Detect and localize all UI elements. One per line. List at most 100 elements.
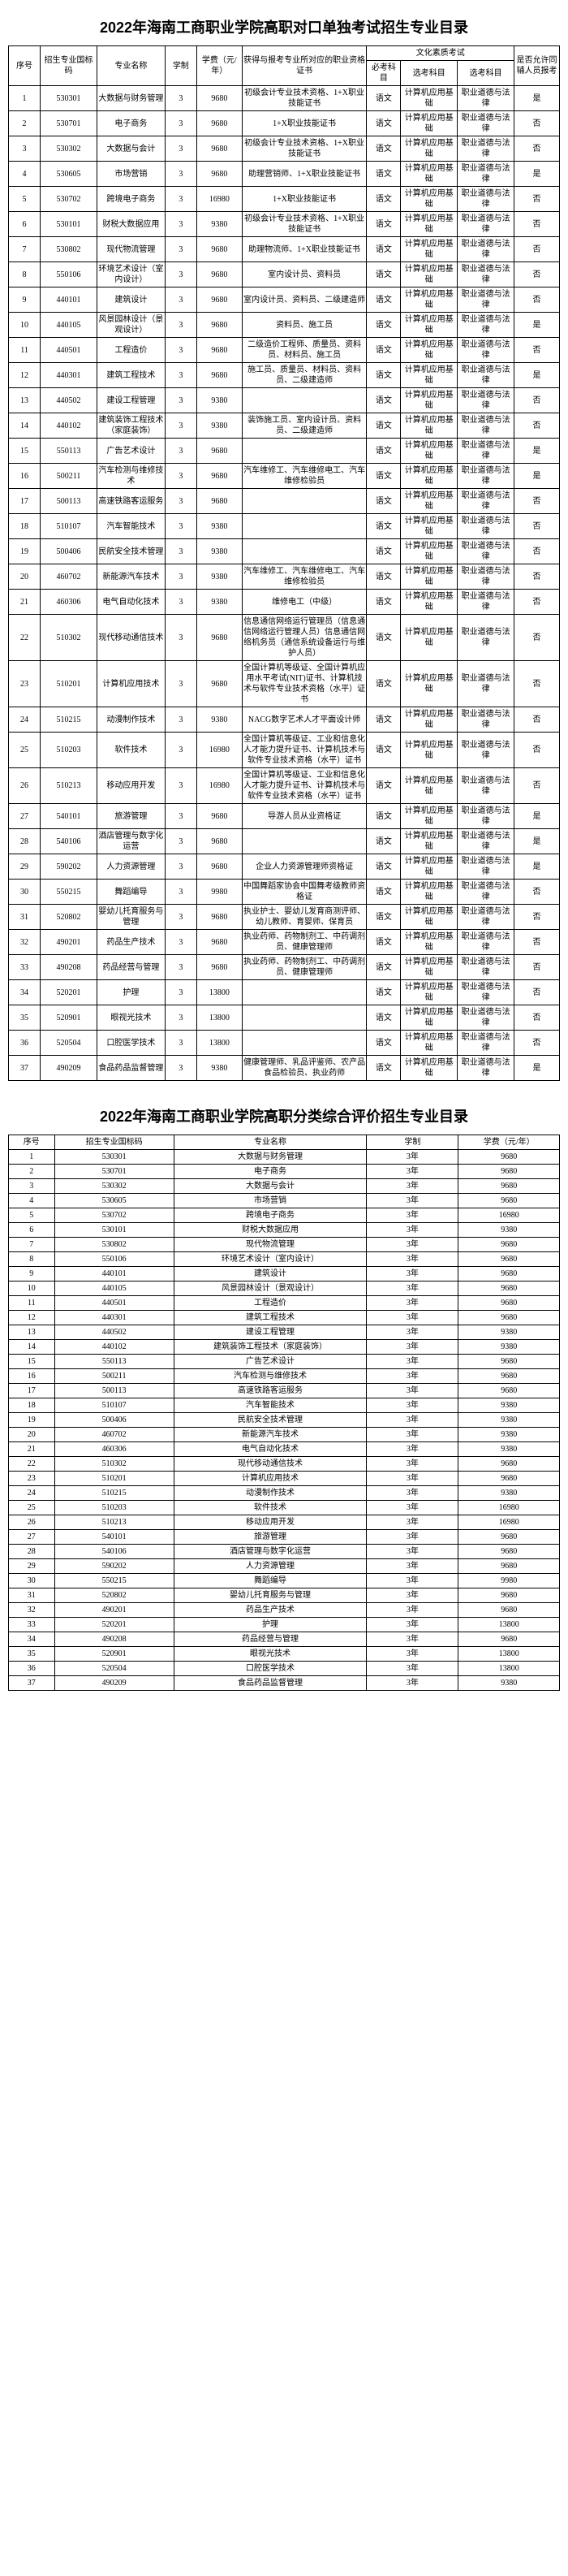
cell-fee: 16980 xyxy=(196,733,242,768)
cell-fee: 9680 xyxy=(196,439,242,464)
cell-dur: 3年 xyxy=(367,1208,458,1223)
cell-code: 530301 xyxy=(54,1150,174,1165)
cell-code: 520901 xyxy=(41,1005,97,1031)
cell-opt1: 计算机应用基础 xyxy=(401,955,458,980)
cell-dur: 3 xyxy=(165,880,196,905)
cell-code: 540101 xyxy=(54,1530,174,1545)
table-row: 5530702跨境电子商务3169801+X职业技能证书语文计算机应用基础职业道… xyxy=(9,187,560,212)
cell-dur: 3 xyxy=(165,905,196,930)
cell-req: 语文 xyxy=(367,136,401,162)
cell-dur: 3 xyxy=(165,661,196,707)
cell-req: 语文 xyxy=(367,212,401,237)
cell-n: 21 xyxy=(9,590,41,615)
cell-code: 530301 xyxy=(41,86,97,111)
cell-cert: 汽车维修工、汽车维修电工、汽车维修检验员 xyxy=(242,564,367,590)
cell-code: 440301 xyxy=(54,1311,174,1325)
cell-opt2: 职业道德与法律 xyxy=(458,615,514,661)
th-culture-group: 文化素质考试 xyxy=(367,46,514,61)
cell-opt2: 职业道德与法律 xyxy=(458,413,514,439)
cell-req: 语文 xyxy=(367,1005,401,1031)
cell-allow: 是 xyxy=(514,162,560,187)
cell-n: 20 xyxy=(9,564,41,590)
cell-dur: 3年 xyxy=(367,1282,458,1296)
table-row: 13440502建设工程管理39380语文计算机应用基础职业道德与法律否 xyxy=(9,388,560,413)
cell-cert xyxy=(242,489,367,514)
cell-opt1: 计算机应用基础 xyxy=(401,187,458,212)
cell-n: 31 xyxy=(9,1588,55,1603)
cell-dur: 3 xyxy=(165,489,196,514)
cell-opt1: 计算机应用基础 xyxy=(401,338,458,363)
cell-opt1: 计算机应用基础 xyxy=(401,880,458,905)
cell-allow: 否 xyxy=(514,1031,560,1056)
cell-req: 语文 xyxy=(367,262,401,287)
cell-fee: 9380 xyxy=(458,1413,560,1428)
th2-duration: 学制 xyxy=(367,1135,458,1150)
cell-cert: 1+X职业技能证书 xyxy=(242,111,367,136)
cell-n: 37 xyxy=(9,1676,55,1691)
cell-opt1: 计算机应用基础 xyxy=(401,854,458,880)
cell-code: 490209 xyxy=(41,1056,97,1081)
cell-code: 520201 xyxy=(54,1618,174,1632)
cell-fee: 13800 xyxy=(458,1618,560,1632)
cell-code: 550113 xyxy=(41,439,97,464)
cell-code: 540101 xyxy=(41,804,97,829)
cell-opt1: 计算机应用基础 xyxy=(401,980,458,1005)
cell-code: 520504 xyxy=(54,1662,174,1676)
cell-req: 语文 xyxy=(367,661,401,707)
table-row: 1530301大数据与财务管理39680初级会计专业技术资格、1+X职业技能证书… xyxy=(9,86,560,111)
th-cert: 获得与报考专业所对应的职业资格证书 xyxy=(242,46,367,86)
cell-code: 510302 xyxy=(41,615,97,661)
cell-req: 语文 xyxy=(367,111,401,136)
cell-fee: 16980 xyxy=(196,187,242,212)
cell-n: 4 xyxy=(9,1194,55,1208)
cell-allow: 否 xyxy=(514,980,560,1005)
cell-allow: 是 xyxy=(514,363,560,388)
cell-req: 语文 xyxy=(367,413,401,439)
th2-code: 招生专业国标码 xyxy=(54,1135,174,1150)
cell-code: 550106 xyxy=(54,1252,174,1267)
cell-n: 29 xyxy=(9,1559,55,1574)
cell-dur: 3 xyxy=(165,439,196,464)
cell-name: 现代物流管理 xyxy=(97,237,165,262)
cell-dur: 3年 xyxy=(367,1384,458,1398)
table-row: 8550106环境艺术设计（室内设计）3年9680 xyxy=(9,1252,560,1267)
th-opt1: 选考科目 xyxy=(401,61,458,86)
cell-n: 33 xyxy=(9,955,41,980)
cell-fee: 9680 xyxy=(196,237,242,262)
cell-code: 510213 xyxy=(54,1515,174,1530)
cell-cert xyxy=(242,1005,367,1031)
cell-cert: 二级造价工程师、质量员、资料员、材料员、施工员 xyxy=(242,338,367,363)
cell-req: 语文 xyxy=(367,1031,401,1056)
cell-name: 汽车智能技术 xyxy=(174,1398,367,1413)
cell-n: 32 xyxy=(9,930,41,955)
cell-code: 490208 xyxy=(54,1632,174,1647)
cell-name: 建设工程管理 xyxy=(174,1325,367,1340)
cell-opt2: 职业道德与法律 xyxy=(458,707,514,733)
cell-cert: 全国计算机等级证、全国计算机应用水平考试(NIT)证书、计算机技术与软件专业技术… xyxy=(242,661,367,707)
cell-cert: 初级会计专业技术资格、1+X职业技能证书 xyxy=(242,86,367,111)
cell-name: 汽车检测与维修技术 xyxy=(97,464,165,489)
cell-fee: 9680 xyxy=(458,1530,560,1545)
table-row: 37490209食品药品监督管理3年9380 xyxy=(9,1676,560,1691)
cell-dur: 3 xyxy=(165,955,196,980)
cell-dur: 3 xyxy=(165,564,196,590)
cell-allow: 否 xyxy=(514,187,560,212)
cell-code: 540106 xyxy=(54,1545,174,1559)
cell-opt1: 计算机应用基础 xyxy=(401,136,458,162)
cell-name: 建筑装饰工程技术（家庭装饰） xyxy=(174,1340,367,1355)
cell-n: 17 xyxy=(9,1384,55,1398)
table-row: 25510203软件技术316980全国计算机等级证、工业和信息化人才能力提升证… xyxy=(9,733,560,768)
table-row: 19500406民航安全技术管理3年9380 xyxy=(9,1413,560,1428)
cell-fee: 16980 xyxy=(196,768,242,804)
cell-cert: 企业人力资源管理师资格证 xyxy=(242,854,367,880)
cell-fee: 9380 xyxy=(196,514,242,539)
table-row: 9440101建筑设计3年9680 xyxy=(9,1267,560,1282)
cell-code: 440502 xyxy=(54,1325,174,1340)
cell-dur: 3年 xyxy=(367,1165,458,1179)
cell-n: 21 xyxy=(9,1442,55,1457)
cell-allow: 否 xyxy=(514,733,560,768)
cell-allow: 是 xyxy=(514,464,560,489)
cell-dur: 3年 xyxy=(367,1369,458,1384)
cell-code: 510215 xyxy=(41,707,97,733)
cell-code: 550113 xyxy=(54,1355,174,1369)
